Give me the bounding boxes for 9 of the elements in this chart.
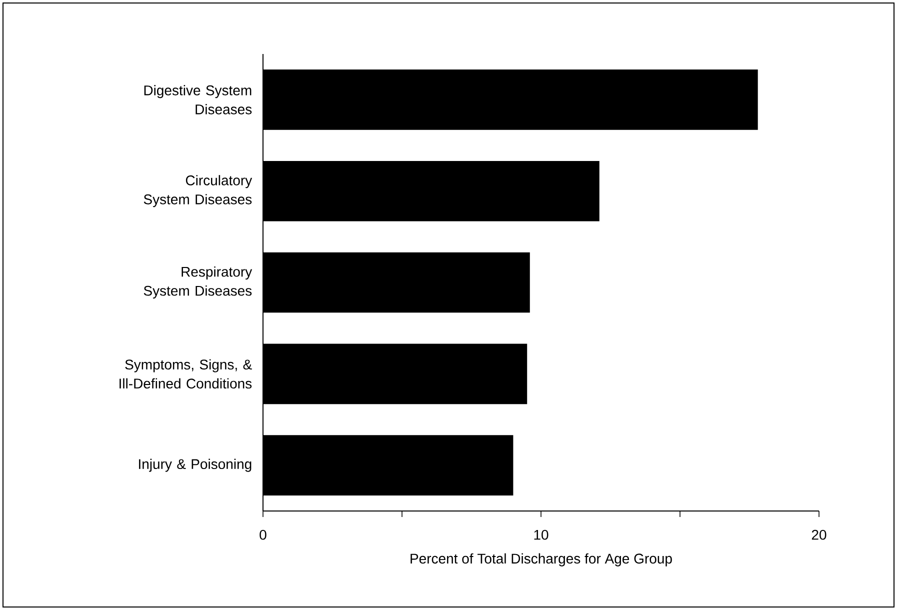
x-tick-label: 20: [812, 530, 826, 540]
x-axis-title: Percent of Total Discharges for Age Group: [410, 553, 672, 566]
y-tick-label: Injury & Poisoning: [139, 458, 252, 472]
y-tick-label: Digestive System Diseases: [144, 85, 252, 114]
x-tick-label: 0: [260, 530, 266, 540]
y-tick-label: Circulatory System Diseases: [144, 175, 252, 208]
y-tick-label: Symptoms, Signs, & Ill-Defined Conditions: [120, 359, 252, 389]
y-tick-label: Respiratory System Diseases: [144, 266, 252, 299]
x-tick-label: 10: [534, 530, 548, 540]
